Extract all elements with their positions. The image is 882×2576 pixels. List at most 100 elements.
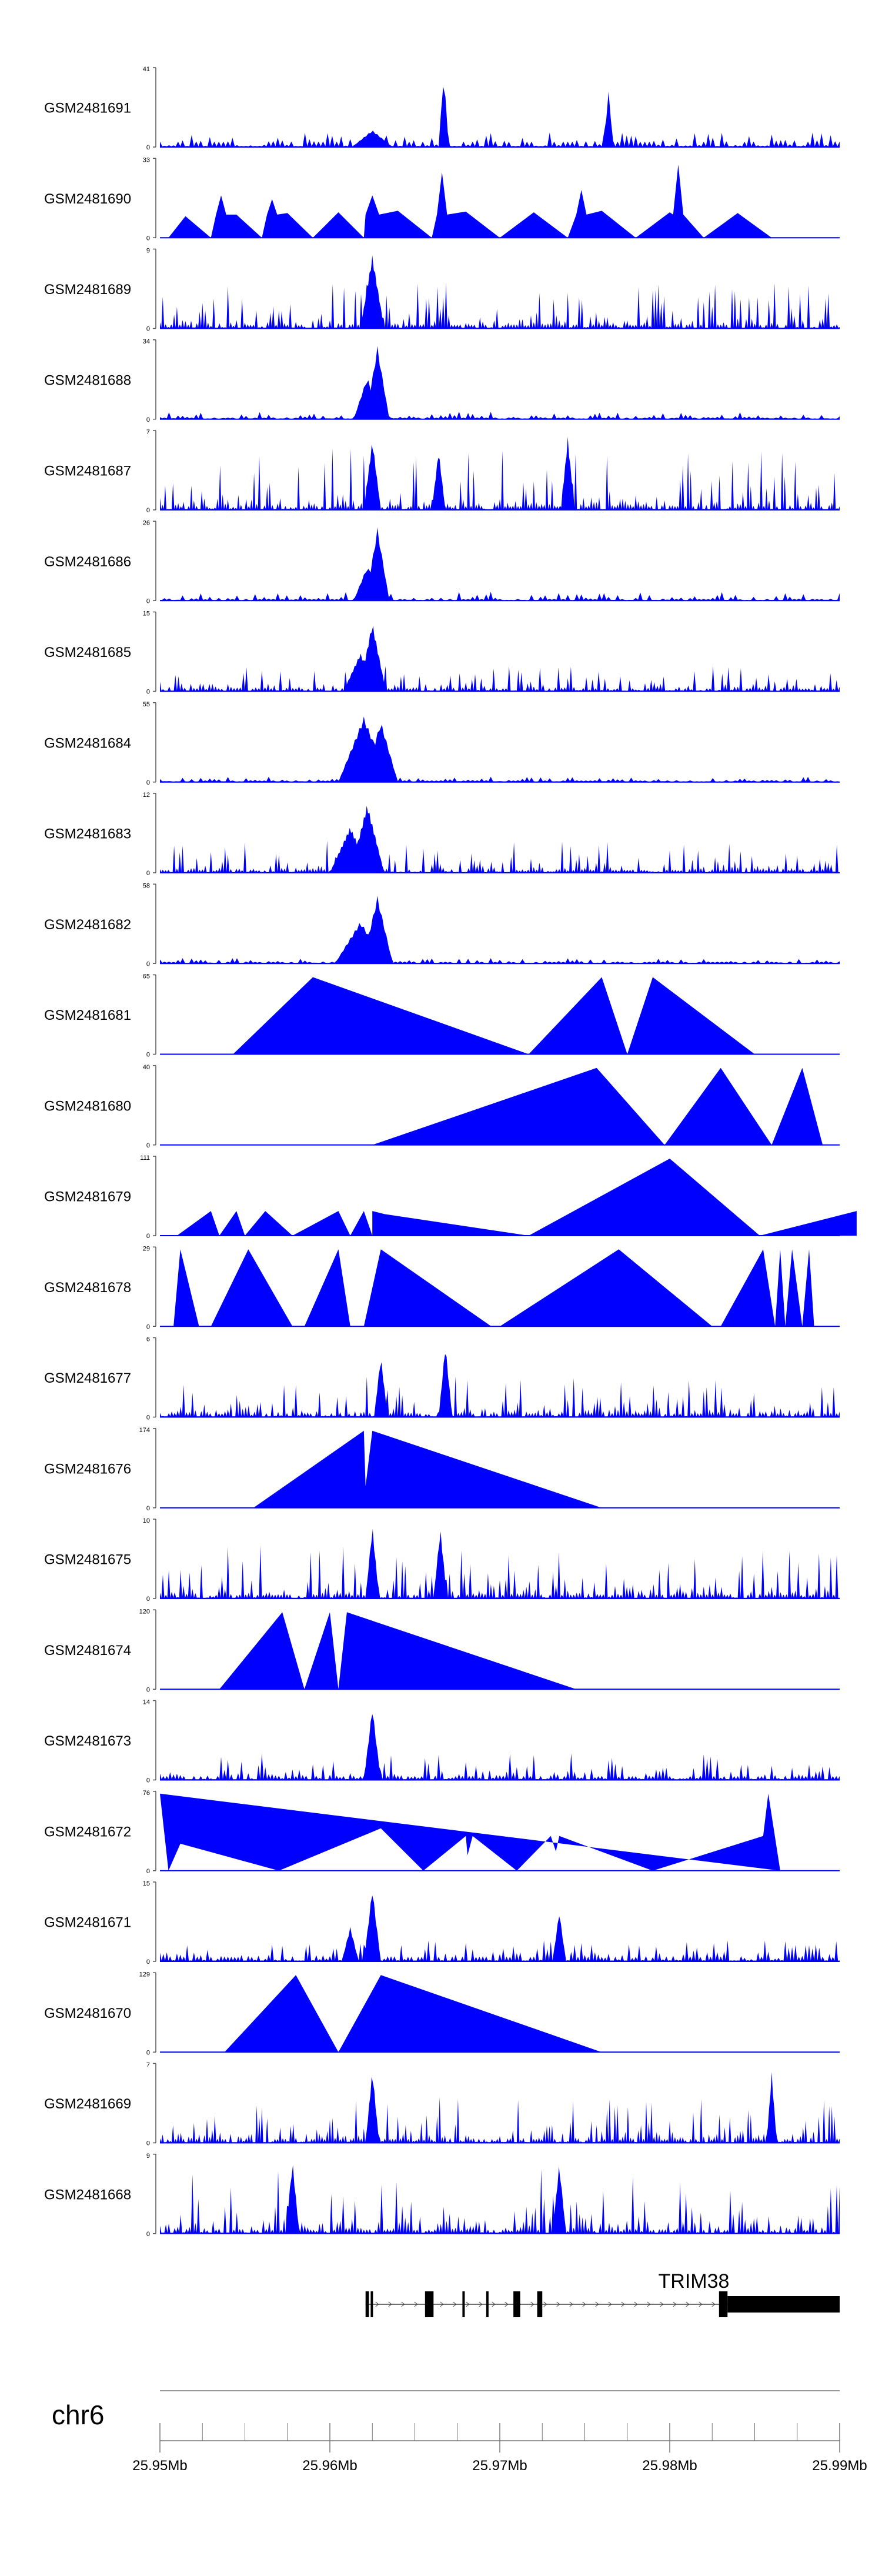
track-GSM2481675: GSM2481675 10 0 [44,1517,840,1603]
y-max-label: 33 [143,156,150,163]
signal-area [160,255,840,329]
track-GSM2481673: GSM2481673 14 0 [44,1699,840,1784]
y-max-label: 7 [146,429,150,436]
strand-arrow [673,2301,677,2307]
y-max-label: 6 [146,1336,150,1343]
track-GSM2481676: GSM2481676 174 0 [44,1427,840,1512]
strand-arrow [479,2301,483,2307]
strand-arrow [711,2301,716,2307]
track-label: GSM2481674 [44,1643,131,1659]
y-min-label: 0 [146,326,150,333]
strand-arrow [453,2301,457,2307]
strand-arrow [401,2301,405,2307]
strand-arrow [375,2301,379,2307]
x-tick-label: 25.98Mb [642,2458,697,2474]
gene-exon [365,2291,369,2317]
y-min-label: 0 [146,598,150,605]
track-label: GSM2481678 [44,1280,131,1296]
y-min-label: 0 [146,1686,150,1693]
track-label: GSM2481679 [44,1189,131,1205]
track-label: GSM2481688 [44,372,131,388]
y-max-label: 9 [146,248,150,255]
strand-arrow [634,2301,638,2307]
strand-arrow [660,2301,664,2307]
track-GSM2481680: GSM2481680 40 0 [44,1064,840,1149]
y-max-label: 34 [143,338,150,345]
strand-arrow [569,2301,573,2307]
signal-area [224,1975,602,2053]
x-tick-label: 25.95Mb [132,2458,187,2474]
y-max-label: 120 [139,1608,150,1615]
signal-area [253,1430,602,1508]
y-min-label: 0 [146,2140,150,2147]
y-max-label: 174 [139,1427,150,1434]
track-GSM2481681: GSM2481681 65 0 [44,973,840,1059]
y-max-label: 14 [143,1699,150,1706]
track-GSM2481686: GSM2481686 26 0 [44,519,840,605]
gene-exon [513,2291,520,2317]
strand-arrow [582,2301,586,2307]
signal-area [160,1354,840,1417]
track-GSM2481691: GSM2481691 41 0 [44,66,840,151]
track-label: GSM2481682 [44,917,131,933]
track-label: GSM2481691 [44,101,131,116]
strand-arrow [608,2301,612,2307]
track-GSM2481687: GSM2481687 7 0 [44,429,840,514]
track-GSM2481684: GSM2481684 55 0 [44,701,840,786]
y-max-label: 12 [143,792,150,799]
track-label: GSM2481683 [44,826,131,842]
track-GSM2481679: GSM2481679 111 0 [44,1154,857,1240]
track-GSM2481668: GSM2481668 9 0 [44,2153,840,2238]
track-label: GSM2481669 [44,2096,131,2112]
y-min-label: 0 [146,144,150,151]
y-min-label: 0 [146,416,150,423]
track-label: GSM2481671 [44,1915,131,1931]
y-min-label: 0 [146,870,150,877]
track-GSM2481688: GSM2481688 34 0 [44,338,840,423]
y-max-label: 9 [146,2153,150,2160]
track-GSM2481669: GSM2481669 7 0 [44,2062,840,2147]
signal-area [219,1612,577,1690]
signal-area [233,977,755,1055]
track-GSM2481682: GSM2481682 58 0 [44,882,840,967]
signal-area [173,1249,826,1327]
track-GSM2481683: GSM2481683 12 0 [44,792,840,877]
signal-area [160,1793,780,1871]
signal-area [176,1159,857,1236]
y-min-label: 0 [146,779,150,786]
signal-tracks: GSM2481691410GSM2481690330GSM248168990GS… [44,66,857,2238]
signal-area [372,1067,823,1145]
y-min-label: 0 [146,1868,150,1875]
y-min-label: 0 [146,1958,150,1966]
strand-arrow [505,2301,509,2307]
track-label: GSM2481690 [44,191,131,207]
track-label: GSM2481687 [44,463,131,479]
track-label: GSM2481684 [44,735,131,751]
y-max-label: 129 [139,1971,150,1978]
signal-area [160,1714,840,1780]
y-min-label: 0 [146,1777,150,1784]
strand-arrow [492,2301,496,2307]
y-max-label: 111 [140,1154,150,1162]
track-label: GSM2481672 [44,1824,131,1840]
y-min-label: 0 [146,1414,150,1422]
y-min-label: 0 [146,1142,150,1149]
signal-area [160,436,840,510]
strand-arrow [466,2301,470,2307]
gene-utr [727,2296,840,2313]
track-label: GSM2481689 [44,282,131,298]
y-min-label: 0 [146,1323,150,1330]
signal-area [160,2072,840,2143]
y-max-label: 15 [143,1880,150,1887]
track-label: GSM2481677 [44,1370,131,1386]
track-label: GSM2481675 [44,1552,131,1568]
strand-arrow [556,2301,560,2307]
y-max-label: 29 [143,1245,150,1252]
track-GSM2481670: GSM2481670 129 0 [44,1971,840,2056]
track-label: GSM2481686 [44,554,131,570]
y-max-label: 40 [143,1064,150,1071]
track-GSM2481678: GSM2481678 29 0 [44,1245,840,1330]
strand-arrow [414,2301,418,2307]
signal-area [168,164,806,238]
